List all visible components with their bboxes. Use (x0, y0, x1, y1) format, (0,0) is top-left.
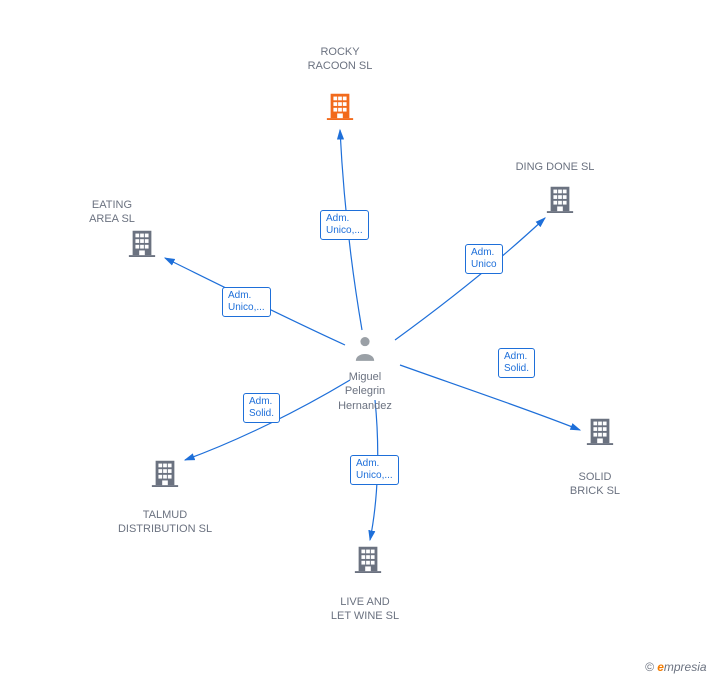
center-node[interactable]: Miguel Pelegrin Hernandez (330, 335, 400, 413)
building-icon (150, 457, 180, 487)
building-icon (150, 457, 180, 487)
edge-solid (400, 365, 580, 430)
company-label: LIVE AND LET WINE SL (305, 595, 425, 624)
building-icon (127, 227, 157, 257)
building-icon (325, 90, 355, 120)
building-icon (127, 227, 157, 257)
edge-label-talmud: Adm. Solid. (243, 393, 280, 423)
company-label: SOLID BRICK SL (535, 470, 655, 499)
company-label: EATING AREA SL (52, 198, 172, 227)
building-icon (585, 415, 615, 445)
edge-label-live: Adm. Unico,... (350, 455, 399, 485)
building-icon (545, 183, 575, 213)
brand-rest: mpresia (664, 660, 707, 674)
edge-label-solid: Adm. Solid. (498, 348, 535, 378)
building-icon (353, 543, 383, 573)
person-icon (354, 335, 376, 361)
diagram-canvas: Miguel Pelegrin Hernandez ROCKY RACOON S… (0, 0, 728, 685)
building-icon (545, 183, 575, 213)
attribution: © empresia (645, 660, 707, 674)
building-icon (325, 90, 355, 120)
edge-label-dingdone: Adm. Unico (465, 244, 503, 274)
copyright-symbol: © (645, 660, 654, 674)
company-label: DING DONE SL (495, 160, 615, 174)
center-label: Miguel Pelegrin Hernandez (330, 370, 400, 413)
edge-label-rocky: Adm. Unico,... (320, 210, 369, 240)
company-label: ROCKY RACOON SL (280, 45, 400, 74)
company-label: TALMUD DISTRIBUTION SL (105, 508, 225, 537)
building-icon (353, 543, 383, 573)
edge-label-eating: Adm. Unico,... (222, 287, 271, 317)
brand-e: e (657, 660, 664, 674)
building-icon (585, 415, 615, 445)
edge-dingdone (395, 218, 545, 340)
